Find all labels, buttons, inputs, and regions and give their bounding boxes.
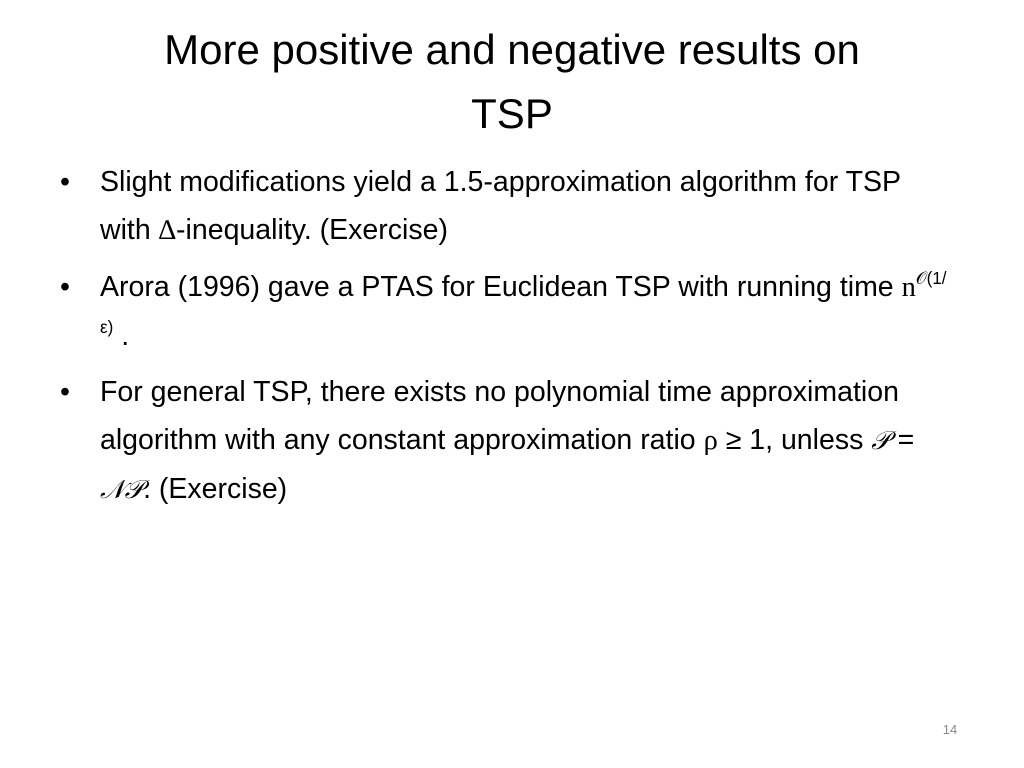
page-number: 14 [942, 722, 958, 737]
math-symbol: ρ [703, 425, 718, 456]
text: For general TSP, there exists no polynom… [100, 376, 899, 456]
text: = [889, 424, 915, 456]
text: . [113, 320, 130, 352]
bullet: Arora (1996) gave a PTAS for Euclidean T… [58, 263, 958, 360]
math-symbol: 𝒩𝒫 [100, 475, 144, 505]
slide-title: More positive and negative results on TS… [164, 26, 860, 137]
bullet: Slight modifications yield a 1.5-approxi… [58, 158, 958, 255]
math-symbol: 𝒫 [871, 426, 890, 456]
text: -inequality. (Exercise) [176, 214, 448, 246]
bullet-list: Slight modifications yield a 1.5-approxi… [58, 158, 958, 522]
text: . (Exercise) [143, 473, 288, 505]
math-symbol: n [901, 272, 916, 303]
bullet: For general TSP, there exists no polynom… [58, 368, 958, 514]
text: Slight modifications yield a 1.5-approxi… [100, 166, 901, 246]
text: Arora (1996) gave a PTAS for Euclidean T… [100, 271, 902, 303]
math-symbol: ∆ [158, 215, 177, 246]
math-exponent: 𝒪(1/ε) [100, 269, 947, 338]
text: ≥ 1, unless [717, 424, 872, 456]
